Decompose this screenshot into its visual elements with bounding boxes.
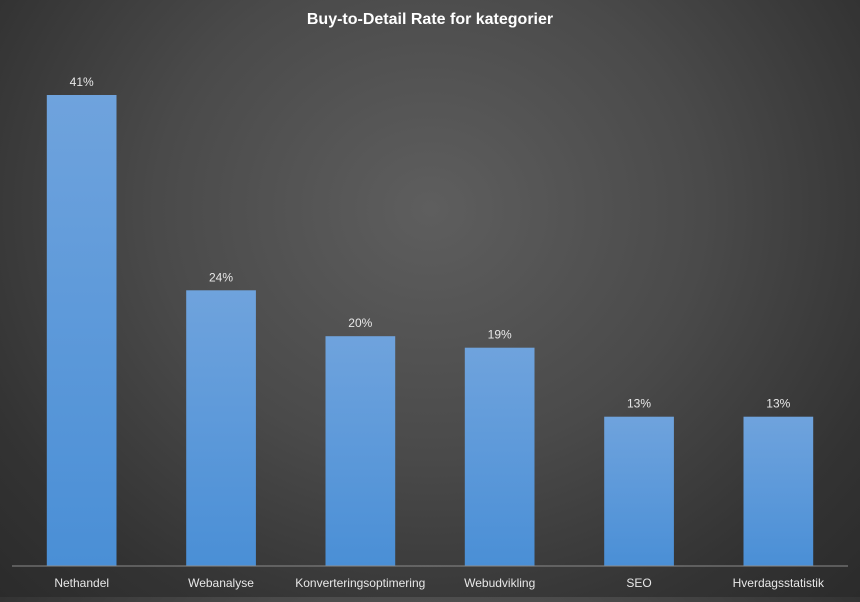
x-tick-label-webudvikling: Webudvikling <box>464 576 535 590</box>
data-label-webudvikling: 19% <box>488 328 512 342</box>
bar-webanalyse <box>186 290 256 566</box>
x-tick-label-seo: SEO <box>626 576 651 590</box>
data-label-webanalyse: 24% <box>209 270 233 284</box>
labels-layer: 41% Nethandel 24% Webanalyse 20% Konvertering… <box>54 75 825 590</box>
bars-layer <box>46 95 814 566</box>
x-tick-label-webanalyse: Webanalyse <box>188 576 254 590</box>
data-label-konverteringsoptimering: 20% <box>348 316 372 330</box>
x-tick-label-konverteringsoptimering: Konverteringsoptimering <box>295 576 425 590</box>
chart-title: Buy-to-Detail Rate for kategorier <box>307 11 553 28</box>
bar-hverdagsstatistik <box>743 416 814 566</box>
bar-nethandel <box>46 95 117 566</box>
bar-konverteringsoptimering <box>325 336 396 566</box>
data-label-seo: 13% <box>627 397 651 411</box>
bar-seo <box>604 416 674 566</box>
x-tick-label-nethandel: Nethandel <box>54 576 109 590</box>
x-tick-label-hverdagsstatistik: Hverdagsstatistik <box>733 576 825 590</box>
data-label-nethandel: 41% <box>70 75 94 89</box>
data-label-hverdagsstatistik: 13% <box>766 397 790 411</box>
bar-webudvikling <box>464 347 535 566</box>
